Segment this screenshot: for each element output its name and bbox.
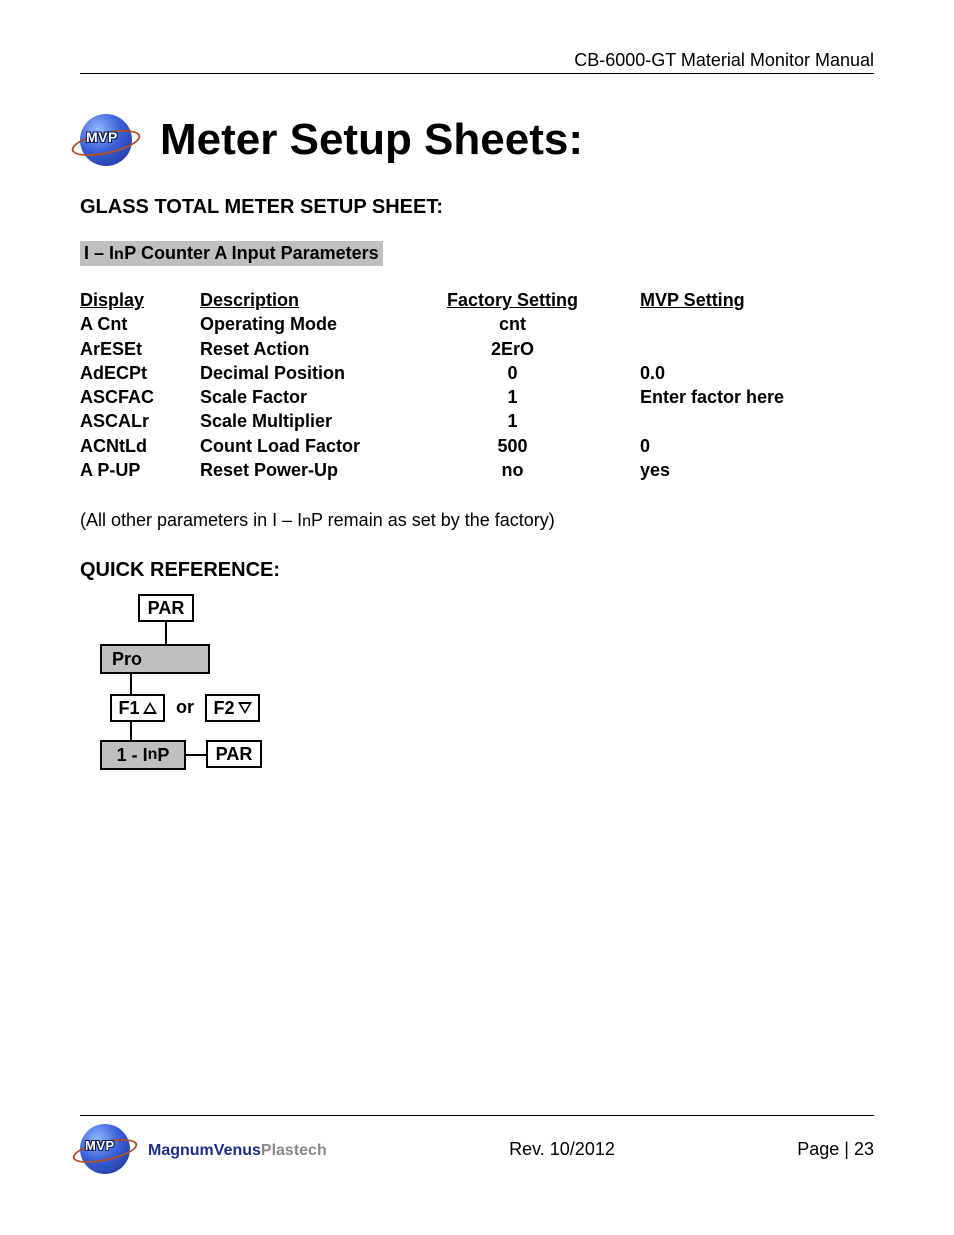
f1-box: F1 — [110, 694, 165, 722]
table-row: ASCALr Scale Multiplier 1 — [80, 409, 874, 433]
col-display: Display — [80, 290, 144, 310]
page-title: Meter Setup Sheets: — [160, 115, 583, 165]
quick-reference-diagram: PAR Pro F1 or F2 1 - InP PAR — [100, 594, 320, 784]
table-row: A Cnt Operating Mode cnt — [80, 312, 874, 336]
table-row: AdECPt Decimal Position 0 0.0 — [80, 361, 874, 385]
par-box: PAR — [138, 594, 194, 622]
connector-line — [165, 622, 167, 644]
footer-row: MVP MagnumVenusPlastech Rev. 10/2012 Pag… — [80, 1124, 874, 1174]
connector-line — [130, 722, 132, 740]
brand-name-2: Plastech — [261, 1142, 327, 1159]
connector-line — [186, 754, 206, 756]
col-mvp: MVP Setting — [640, 290, 745, 310]
logo-label: MVP — [86, 129, 118, 145]
mvp-logo-icon: MVP — [80, 1124, 138, 1174]
connector-line — [130, 674, 132, 694]
section-label: I – InP Counter A Input Parameters — [80, 241, 383, 266]
document-page: CB-6000-GT Material Monitor Manual MVP M… — [0, 0, 954, 1235]
triangle-down-icon — [238, 702, 252, 714]
f2-box: F2 — [205, 694, 260, 722]
revision-label: Rev. 10/2012 — [509, 1139, 615, 1160]
table-row: A P-UP Reset Power-Up no yes — [80, 458, 874, 482]
title-row: MVP Meter Setup Sheets: — [80, 114, 874, 166]
footer-rule — [80, 1115, 874, 1116]
table-row: ASCFAC Scale Factor 1 Enter factor here — [80, 385, 874, 409]
col-description: Description — [200, 290, 299, 310]
parameters-table: Display Description Factory Setting MVP … — [80, 288, 874, 482]
doc-title: CB-6000-GT Material Monitor Manual — [574, 50, 874, 70]
table-header-row: Display Description Factory Setting MVP … — [80, 288, 874, 312]
par2-box: PAR — [206, 740, 262, 768]
inp-box: 1 - InP — [100, 740, 186, 770]
pro-box: Pro — [100, 644, 210, 674]
page-header: CB-6000-GT Material Monitor Manual — [80, 50, 874, 74]
page-number: Page | 23 — [797, 1139, 874, 1160]
note-text: (All other parameters in I – InP remain … — [80, 510, 874, 531]
quick-reference-heading: QUICK REFERENCE: — [80, 559, 874, 582]
triangle-up-icon — [143, 702, 157, 714]
table-row: ArESEt Reset Action 2ErO — [80, 337, 874, 361]
subheading: GLASS TOTAL METER SETUP SHEET: — [80, 196, 874, 219]
footer-brand: MVP MagnumVenusPlastech — [80, 1124, 327, 1174]
or-label: or — [176, 697, 194, 718]
page-footer: MVP MagnumVenusPlastech Rev. 10/2012 Pag… — [80, 1115, 874, 1185]
mvp-logo-icon: MVP — [80, 114, 142, 166]
table-row: ACNtLd Count Load Factor 500 0 — [80, 434, 874, 458]
brand-name-1: MagnumVenus — [148, 1142, 261, 1159]
col-factory: Factory Setting — [447, 290, 578, 310]
